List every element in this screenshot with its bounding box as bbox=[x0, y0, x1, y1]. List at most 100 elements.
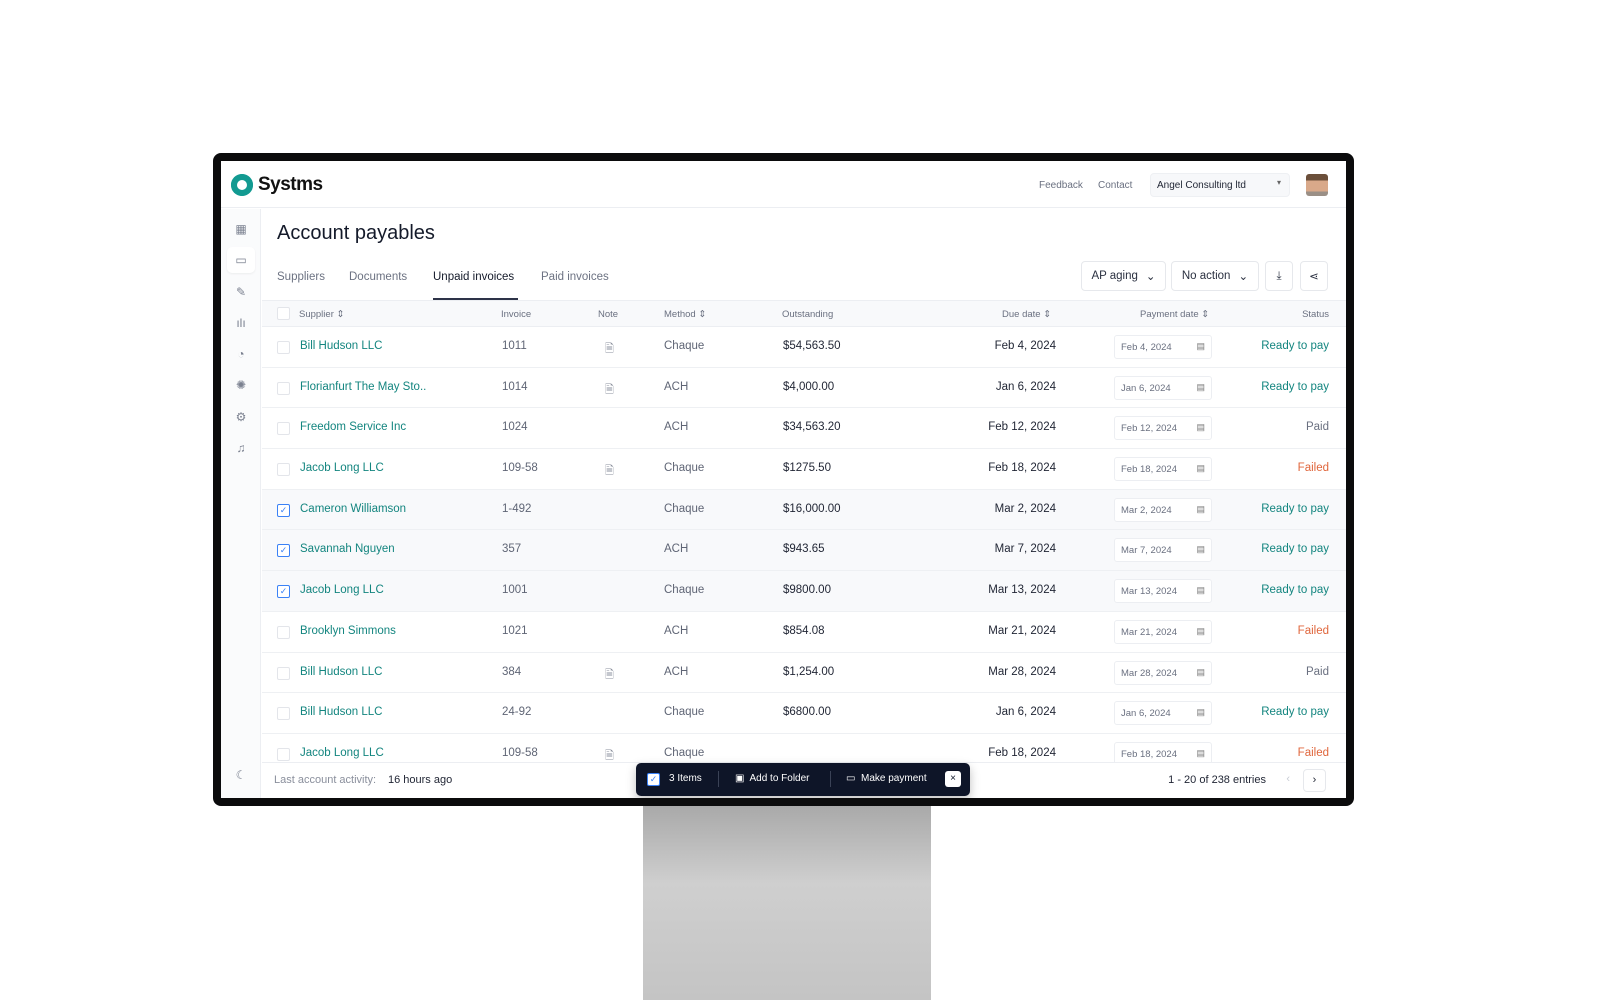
status-badge: Paid bbox=[1305, 421, 1329, 434]
payment-date-input[interactable]: Jan 6, 2024 ▤ bbox=[1114, 701, 1212, 726]
payment-date-input[interactable]: Mar 21, 2024 ▤ bbox=[1114, 619, 1212, 644]
supplier-link[interactable]: Bill Hudson LLC bbox=[300, 665, 383, 678]
row-checkbox[interactable] bbox=[277, 463, 290, 477]
payment-date-input[interactable]: Mar 13, 2024 ▤ bbox=[1114, 579, 1212, 604]
bar-chart-icon[interactable]: ılı bbox=[236, 316, 246, 330]
due-date: Feb 12, 2024 bbox=[988, 421, 1056, 434]
supplier-link[interactable]: Cameron Williamson bbox=[300, 502, 407, 515]
supplier-link[interactable]: Savannah Nguyen bbox=[300, 543, 395, 556]
col-due-date[interactable]: Due date ⇕ bbox=[1002, 309, 1052, 320]
bulk-checkbox[interactable]: ✓ bbox=[647, 773, 660, 786]
settings-gear-icon[interactable]: ⚙ bbox=[235, 410, 247, 424]
note-document-icon[interactable]: 🗎 bbox=[605, 668, 614, 681]
share-icon: ⋖ bbox=[1309, 271, 1319, 283]
outstanding-amount: $54,563.50 bbox=[783, 340, 841, 352]
organization-select[interactable]: Angel Consulting ltd ▾ bbox=[1150, 173, 1290, 197]
contact-link[interactable]: Contact bbox=[1098, 180, 1133, 191]
select-all-checkbox[interactable] bbox=[277, 307, 290, 320]
pie-chart-icon[interactable]: ◔ bbox=[237, 347, 245, 361]
table-row[interactable]: Florianfurt The May Sto.. 1014 🗎 ACH $4,000.… bbox=[262, 368, 1346, 409]
tab-documents[interactable]: Documents bbox=[349, 271, 408, 283]
add-to-folder-button[interactable]: ▣ Add to Folder bbox=[735, 773, 810, 784]
table-row[interactable]: ✓ Jacob Long LLC 1001 Chaque $9800.00 Mar 13,… bbox=[262, 571, 1346, 612]
tab-paid-invoices[interactable]: Paid invoices bbox=[541, 271, 609, 283]
calendar-icon: ▤ bbox=[1196, 381, 1205, 392]
supplier-link[interactable]: Bill Hudson LLC bbox=[300, 340, 383, 352]
payment-date-input[interactable]: Jan 6, 2024 ▤ bbox=[1114, 375, 1212, 400]
note-document-icon[interactable]: 🗎 bbox=[605, 749, 614, 762]
table-row[interactable]: Bill Hudson LLC 24-92 Chaque $6800.00 Jan 6,… bbox=[262, 693, 1346, 734]
note-document-icon[interactable]: 🗎 bbox=[605, 343, 614, 355]
due-date: Mar 13, 2024 bbox=[988, 584, 1056, 597]
invoice-number: 109-58 bbox=[502, 746, 538, 759]
brand-name: Systms bbox=[258, 174, 323, 195]
supplier-link[interactable]: Florianfurt The May Sto.. bbox=[300, 380, 427, 393]
supplier-link[interactable]: Jacob Long LLC bbox=[300, 584, 384, 597]
prev-page-button[interactable]: ‹ bbox=[1286, 773, 1290, 785]
table-row[interactable]: Freedom Service Inc 1024 ACH $34,563.20 Feb … bbox=[262, 408, 1346, 450]
dark-mode-moon-icon[interactable]: ☾ bbox=[235, 768, 247, 782]
note-document-icon[interactable]: 🗎 bbox=[605, 465, 614, 478]
feedback-link[interactable]: Feedback bbox=[1039, 180, 1083, 191]
feather-icon[interactable]: ✎ bbox=[235, 285, 247, 299]
payment-method: ACH bbox=[664, 624, 689, 637]
row-checkbox[interactable] bbox=[277, 381, 290, 395]
payment-date-input[interactable]: Feb 18, 2024 ▤ bbox=[1114, 457, 1212, 482]
dashboard-grid-icon[interactable]: ▦ bbox=[235, 222, 247, 236]
payment-date-input[interactable]: Feb 12, 2024 ▤ bbox=[1114, 416, 1212, 441]
row-checkbox[interactable] bbox=[277, 747, 290, 761]
badge-check-icon[interactable]: ✺ bbox=[235, 378, 247, 392]
card-icon[interactable]: ▭ bbox=[227, 247, 255, 273]
table-row[interactable]: Bill Hudson LLC 384 🗎 ACH $1,254.00 Mar 28, 2… bbox=[262, 653, 1346, 694]
logo-icon bbox=[231, 174, 253, 196]
supplier-link[interactable]: Freedom Service Inc bbox=[300, 421, 407, 434]
organization-name: Angel Consulting ltd bbox=[1157, 180, 1246, 191]
payment-date-input[interactable]: Mar 28, 2024 ▤ bbox=[1114, 660, 1212, 685]
table-row[interactable]: ✓ Cameron Williamson 1-492 Chaque $16,000.00… bbox=[262, 489, 1346, 531]
col-invoice: Invoice bbox=[501, 309, 532, 320]
supplier-link[interactable]: Brooklyn Simmons bbox=[300, 624, 396, 637]
calendar-icon: ▤ bbox=[1196, 463, 1205, 474]
close-icon[interactable]: × bbox=[945, 771, 961, 787]
tab-suppliers[interactable]: Suppliers bbox=[277, 271, 325, 283]
col-payment-date[interactable]: Payment date ⇕ bbox=[1140, 309, 1210, 320]
note-document-icon[interactable]: 🗎 bbox=[605, 383, 614, 396]
table-row[interactable]: Jacob Long LLC 109-58 🗎 Chaque $1275.50 Feb 1… bbox=[262, 449, 1346, 490]
page-title: Account payables bbox=[277, 222, 435, 244]
share-button[interactable]: ⋖ bbox=[1300, 261, 1328, 291]
row-checkbox[interactable] bbox=[277, 625, 290, 639]
payment-date-input[interactable]: Mar 2, 2024 ▤ bbox=[1114, 497, 1212, 522]
col-method[interactable]: Method ⇕ bbox=[664, 309, 707, 320]
row-checkbox[interactable]: ✓ bbox=[277, 585, 290, 599]
payment-date-input[interactable]: Feb 4, 2024 ▤ bbox=[1114, 335, 1212, 359]
action-label: No action bbox=[1181, 270, 1231, 282]
download-button[interactable]: ⤓ bbox=[1265, 261, 1293, 291]
row-checkbox[interactable] bbox=[277, 666, 290, 680]
make-payment-button[interactable]: ▭ Make payment bbox=[846, 773, 927, 784]
payment-date-input[interactable]: Mar 7, 2024 ▤ bbox=[1114, 538, 1212, 563]
table-row[interactable]: Brooklyn Simmons 1021 ACH $854.08 Mar 21, 20… bbox=[262, 612, 1346, 653]
row-checkbox[interactable]: ✓ bbox=[277, 544, 290, 558]
payment-date-value: Jan 6, 2024 bbox=[1121, 382, 1171, 394]
next-page-button[interactable]: › bbox=[1303, 769, 1326, 792]
supplier-link[interactable]: Jacob Long LLC bbox=[300, 462, 384, 475]
col-supplier[interactable]: Supplier ⇕ bbox=[299, 309, 345, 320]
bell-icon[interactable]: ♫ bbox=[236, 441, 246, 455]
avatar[interactable] bbox=[1306, 174, 1328, 196]
action-dropdown[interactable]: No action ⌄ bbox=[1171, 261, 1259, 291]
row-checkbox[interactable] bbox=[277, 341, 290, 354]
payment-date-value: Mar 21, 2024 bbox=[1121, 626, 1177, 638]
tab-unpaid-invoices[interactable]: Unpaid invoices bbox=[433, 271, 515, 283]
invoice-number: 24-92 bbox=[502, 706, 532, 719]
divider bbox=[718, 771, 719, 787]
invoice-number: 1021 bbox=[502, 624, 528, 637]
ap-aging-dropdown[interactable]: AP aging ⌄ bbox=[1081, 261, 1166, 291]
row-checkbox[interactable] bbox=[277, 707, 290, 721]
supplier-link[interactable]: Jacob Long LLC bbox=[300, 746, 384, 759]
row-checkbox[interactable] bbox=[277, 422, 290, 436]
table-row[interactable]: Bill Hudson LLC 1011 🗎 Chaque $54,563.50 Feb … bbox=[262, 327, 1346, 368]
table-row[interactable]: ✓ Savannah Nguyen 357 ACH $943.65 Mar 7, 2024… bbox=[262, 530, 1346, 572]
calendar-icon: ▤ bbox=[1196, 747, 1205, 758]
row-checkbox[interactable]: ✓ bbox=[277, 503, 290, 517]
supplier-link[interactable]: Bill Hudson LLC bbox=[300, 706, 383, 719]
